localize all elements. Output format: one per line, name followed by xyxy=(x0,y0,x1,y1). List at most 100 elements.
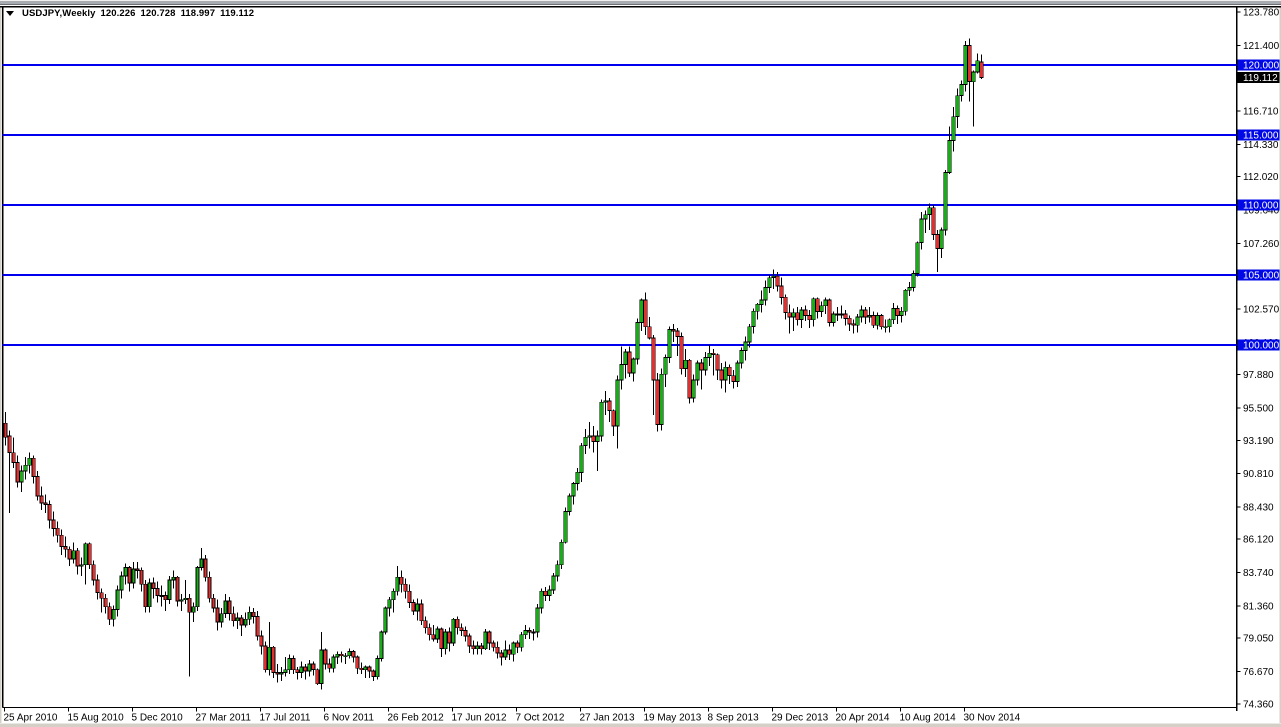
candle[interactable] xyxy=(683,349,688,378)
candle[interactable] xyxy=(707,344,712,366)
candle[interactable] xyxy=(231,606,236,627)
candle[interactable] xyxy=(31,455,36,484)
candle[interactable] xyxy=(379,630,384,662)
candle[interactable] xyxy=(767,274,772,294)
candle[interactable] xyxy=(399,570,404,593)
candle[interactable] xyxy=(567,493,572,516)
candle[interactable] xyxy=(875,312,880,330)
candle[interactable] xyxy=(603,391,608,415)
candle[interactable] xyxy=(255,610,260,641)
candle[interactable] xyxy=(315,668,320,686)
candle[interactable] xyxy=(431,624,436,642)
candle[interactable] xyxy=(803,305,808,322)
candle[interactable] xyxy=(867,307,872,323)
candle[interactable] xyxy=(779,277,784,305)
candle[interactable] xyxy=(83,542,88,585)
candle[interactable] xyxy=(279,666,284,681)
candle[interactable] xyxy=(263,641,268,673)
candle[interactable] xyxy=(947,126,952,175)
candle[interactable] xyxy=(555,560,560,582)
candle[interactable] xyxy=(367,665,372,679)
candle[interactable] xyxy=(163,591,168,611)
candle[interactable] xyxy=(499,650,504,666)
candle[interactable] xyxy=(215,599,220,631)
candle[interactable] xyxy=(307,659,312,677)
candle[interactable] xyxy=(643,292,648,336)
candle[interactable] xyxy=(919,211,924,250)
candle[interactable] xyxy=(3,412,8,446)
candle[interactable] xyxy=(807,309,812,329)
candle[interactable] xyxy=(51,511,56,537)
candle[interactable] xyxy=(755,302,760,320)
candle[interactable] xyxy=(327,658,332,673)
candle[interactable] xyxy=(219,608,224,628)
candle[interactable] xyxy=(711,349,716,376)
candle[interactable] xyxy=(351,650,356,663)
level-badge-115.000[interactable] xyxy=(1237,129,1280,141)
candle[interactable] xyxy=(539,588,544,614)
candle[interactable] xyxy=(819,301,824,317)
candle[interactable] xyxy=(799,307,804,329)
candle[interactable] xyxy=(551,573,556,595)
candle[interactable] xyxy=(815,297,820,319)
candle[interactable] xyxy=(731,370,736,389)
candle[interactable] xyxy=(475,641,480,655)
candle[interactable] xyxy=(923,210,928,233)
candle[interactable] xyxy=(835,307,840,322)
candle[interactable] xyxy=(159,585,164,607)
candle[interactable] xyxy=(267,622,272,676)
candle[interactable] xyxy=(187,594,192,677)
candle[interactable] xyxy=(791,308,796,331)
candle[interactable] xyxy=(843,309,848,326)
candle[interactable] xyxy=(879,314,884,330)
candle[interactable] xyxy=(863,307,868,324)
candle[interactable] xyxy=(943,169,948,236)
candle[interactable] xyxy=(763,280,768,306)
candle[interactable] xyxy=(275,664,280,683)
candle[interactable] xyxy=(439,627,444,658)
candle[interactable] xyxy=(347,648,352,659)
candle[interactable] xyxy=(63,536,68,558)
candle[interactable] xyxy=(239,615,244,637)
candle[interactable] xyxy=(823,297,828,315)
candle[interactable] xyxy=(547,585,552,602)
candle[interactable] xyxy=(47,500,52,529)
candle[interactable] xyxy=(503,640,508,660)
candle[interactable] xyxy=(787,304,792,334)
candle[interactable] xyxy=(647,316,652,340)
candle[interactable] xyxy=(659,368,664,431)
candle[interactable] xyxy=(927,203,932,231)
candle[interactable] xyxy=(939,227,944,259)
candle[interactable] xyxy=(511,641,516,662)
candle[interactable] xyxy=(687,358,692,404)
candle[interactable] xyxy=(699,358,704,390)
candle[interactable] xyxy=(167,575,172,604)
candle[interactable] xyxy=(795,307,800,326)
candle[interactable] xyxy=(883,319,888,333)
candle[interactable] xyxy=(291,655,296,674)
candle[interactable] xyxy=(975,53,980,74)
candle[interactable] xyxy=(775,272,780,292)
candle[interactable] xyxy=(363,665,368,679)
candle[interactable] xyxy=(963,41,968,92)
candle[interactable] xyxy=(111,605,116,627)
candle[interactable] xyxy=(287,654,292,674)
candle[interactable] xyxy=(91,560,96,586)
candle[interactable] xyxy=(691,374,696,403)
candle[interactable] xyxy=(295,666,300,680)
candle[interactable] xyxy=(355,655,360,674)
candle[interactable] xyxy=(427,623,432,641)
candle[interactable] xyxy=(695,360,700,386)
candle[interactable] xyxy=(343,652,348,665)
candle[interactable] xyxy=(583,428,588,455)
candle[interactable] xyxy=(443,629,448,655)
candle[interactable] xyxy=(859,305,864,323)
candle[interactable] xyxy=(471,640,476,655)
candle[interactable] xyxy=(615,375,620,449)
candle[interactable] xyxy=(811,297,816,327)
candle[interactable] xyxy=(459,623,464,637)
candle[interactable] xyxy=(311,661,316,676)
candle[interactable] xyxy=(487,630,492,651)
candle[interactable] xyxy=(751,308,756,334)
candle[interactable] xyxy=(543,587,548,602)
